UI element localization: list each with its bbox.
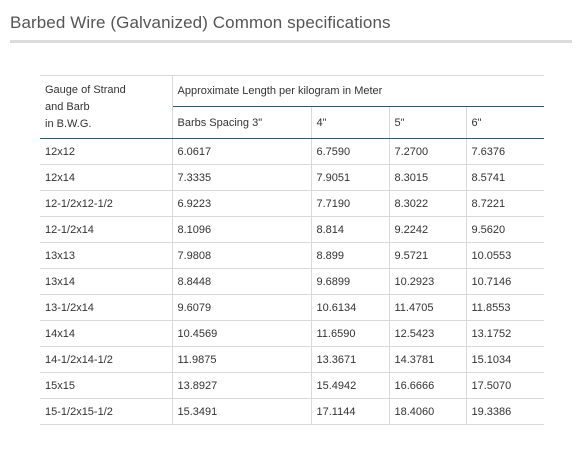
gauge-cell: 12-1/2x14	[40, 216, 173, 243]
gauge-cell: 15x15	[40, 372, 173, 399]
table-row: 14-1/2x14-1/2 11.9875 13.3671 14.3781 15.103…	[40, 346, 545, 373]
length-cell: 10.4569	[172, 320, 312, 347]
gauge-header-line: Gauge of Strand	[45, 83, 126, 96]
length-cell: 8.3015	[389, 164, 467, 191]
length-cell: 18.4060	[389, 398, 467, 425]
length-cell: 17.1144	[311, 398, 390, 425]
table-row: 14x14 10.4569 11.6590 12.5423 13.1752	[40, 320, 545, 347]
table-row: 12x12 6.0617 6.7590 7.2700 7.6376	[40, 138, 545, 165]
length-cell: 9.6899	[311, 268, 390, 295]
spacing-header-4: 4"	[311, 106, 390, 139]
gauge-cell: 12x14	[40, 164, 173, 191]
gauge-header-line: in B.W.G.	[45, 117, 92, 130]
length-cell: 7.7190	[311, 190, 390, 217]
gauge-cell: 13x13	[40, 242, 173, 269]
length-cell: 10.0553	[466, 242, 545, 269]
table-row: 15x15 13.8927 15.4942 16.6666 17.5070	[40, 372, 545, 399]
length-cell: 7.9808	[172, 242, 312, 269]
table-body: 12x12 6.0617 6.7590 7.2700 7.6376 12x14 7.3335…	[40, 138, 545, 425]
table-row: 12-1/2x12-1/2 6.9223 7.7190 8.3022 8.7221	[40, 190, 545, 217]
header-row-spacing: Barbs Spacing 3" 4" 5" 6"	[40, 106, 545, 139]
gauge-header-line: and Barb	[45, 100, 90, 113]
length-cell: 6.0617	[172, 138, 312, 165]
length-cell: 10.7146	[466, 268, 545, 295]
length-cell: 9.5620	[466, 216, 545, 243]
length-cell: 8.1096	[172, 216, 312, 243]
length-group-header: Approximate Length per kilogram in Meter	[172, 75, 545, 107]
length-cell: 11.4705	[389, 294, 467, 321]
length-cell: 8.814	[311, 216, 390, 243]
gauge-cell: 15-1/2x15-1/2	[40, 398, 173, 425]
length-cell: 9.5721	[389, 242, 467, 269]
length-cell: 15.4942	[311, 372, 390, 399]
table-row: 15-1/2x15-1/2 15.3491 17.1144 18.4060 19.338…	[40, 398, 545, 425]
length-cell: 13.1752	[466, 320, 545, 347]
gauge-cell: 13x14	[40, 268, 173, 295]
table-row: 13x14 8.8448 9.6899 10.2923 10.7146	[40, 268, 545, 295]
length-cell: 15.1034	[466, 346, 545, 373]
table-row: 12x14 7.3335 7.9051 8.3015 8.5741	[40, 164, 545, 191]
length-cell: 13.8927	[172, 372, 312, 399]
length-cell: 8.3022	[389, 190, 467, 217]
spacing-header-6: 6"	[466, 106, 545, 139]
length-cell: 8.899	[311, 242, 390, 269]
length-cell: 11.6590	[311, 320, 390, 347]
specifications-table: Gauge of Strand and Barb in B.W.G. Appro…	[40, 75, 545, 425]
header-row-group: Gauge of Strand and Barb in B.W.G. Appro…	[40, 75, 545, 139]
length-cell: 8.7221	[466, 190, 545, 217]
gauge-cell: 13-1/2x14	[40, 294, 173, 321]
length-cell: 7.3335	[172, 164, 312, 191]
length-cell: 10.2923	[389, 268, 467, 295]
length-cell: 6.9223	[172, 190, 312, 217]
gauge-cell: 12x12	[40, 138, 173, 165]
length-cell: 14.3781	[389, 346, 467, 373]
length-cell: 8.8448	[172, 268, 312, 295]
length-cell: 9.6079	[172, 294, 312, 321]
length-cell: 12.5423	[389, 320, 467, 347]
length-cell: 11.9875	[172, 346, 312, 373]
length-cell: 15.3491	[172, 398, 312, 425]
length-cell: 16.6666	[389, 372, 467, 399]
length-cell: 13.3671	[311, 346, 390, 373]
gauge-column-header: Gauge of Strand and Barb in B.W.G.	[40, 75, 173, 139]
length-cell: 11.8553	[466, 294, 545, 321]
page-title: Barbed Wire (Galvanized) Common specific…	[10, 13, 391, 32]
length-cell: 17.5070	[466, 372, 545, 399]
gauge-cell: 12-1/2x12-1/2	[40, 190, 173, 217]
length-cell: 10.6134	[311, 294, 390, 321]
table-row: 13-1/2x14 9.6079 10.6134 11.4705 11.8553	[40, 294, 545, 321]
gauge-cell: 14x14	[40, 320, 173, 347]
length-cell: 7.6376	[466, 138, 545, 165]
length-cell: 7.9051	[311, 164, 390, 191]
table-row: 13x13 7.9808 8.899 9.5721 10.0553	[40, 242, 545, 269]
length-cell: 9.2242	[389, 216, 467, 243]
spacing-header-5: 5"	[389, 106, 467, 139]
title-divider	[10, 40, 572, 43]
length-cell: 19.3386	[466, 398, 545, 425]
gauge-cell: 14-1/2x14-1/2	[40, 346, 173, 373]
length-cell: 7.2700	[389, 138, 467, 165]
length-cell: 6.7590	[311, 138, 390, 165]
table-row: 12-1/2x14 8.1096 8.814 9.2242 9.5620	[40, 216, 545, 243]
length-cell: 8.5741	[466, 164, 545, 191]
spacing-header-3: Barbs Spacing 3"	[172, 106, 312, 139]
